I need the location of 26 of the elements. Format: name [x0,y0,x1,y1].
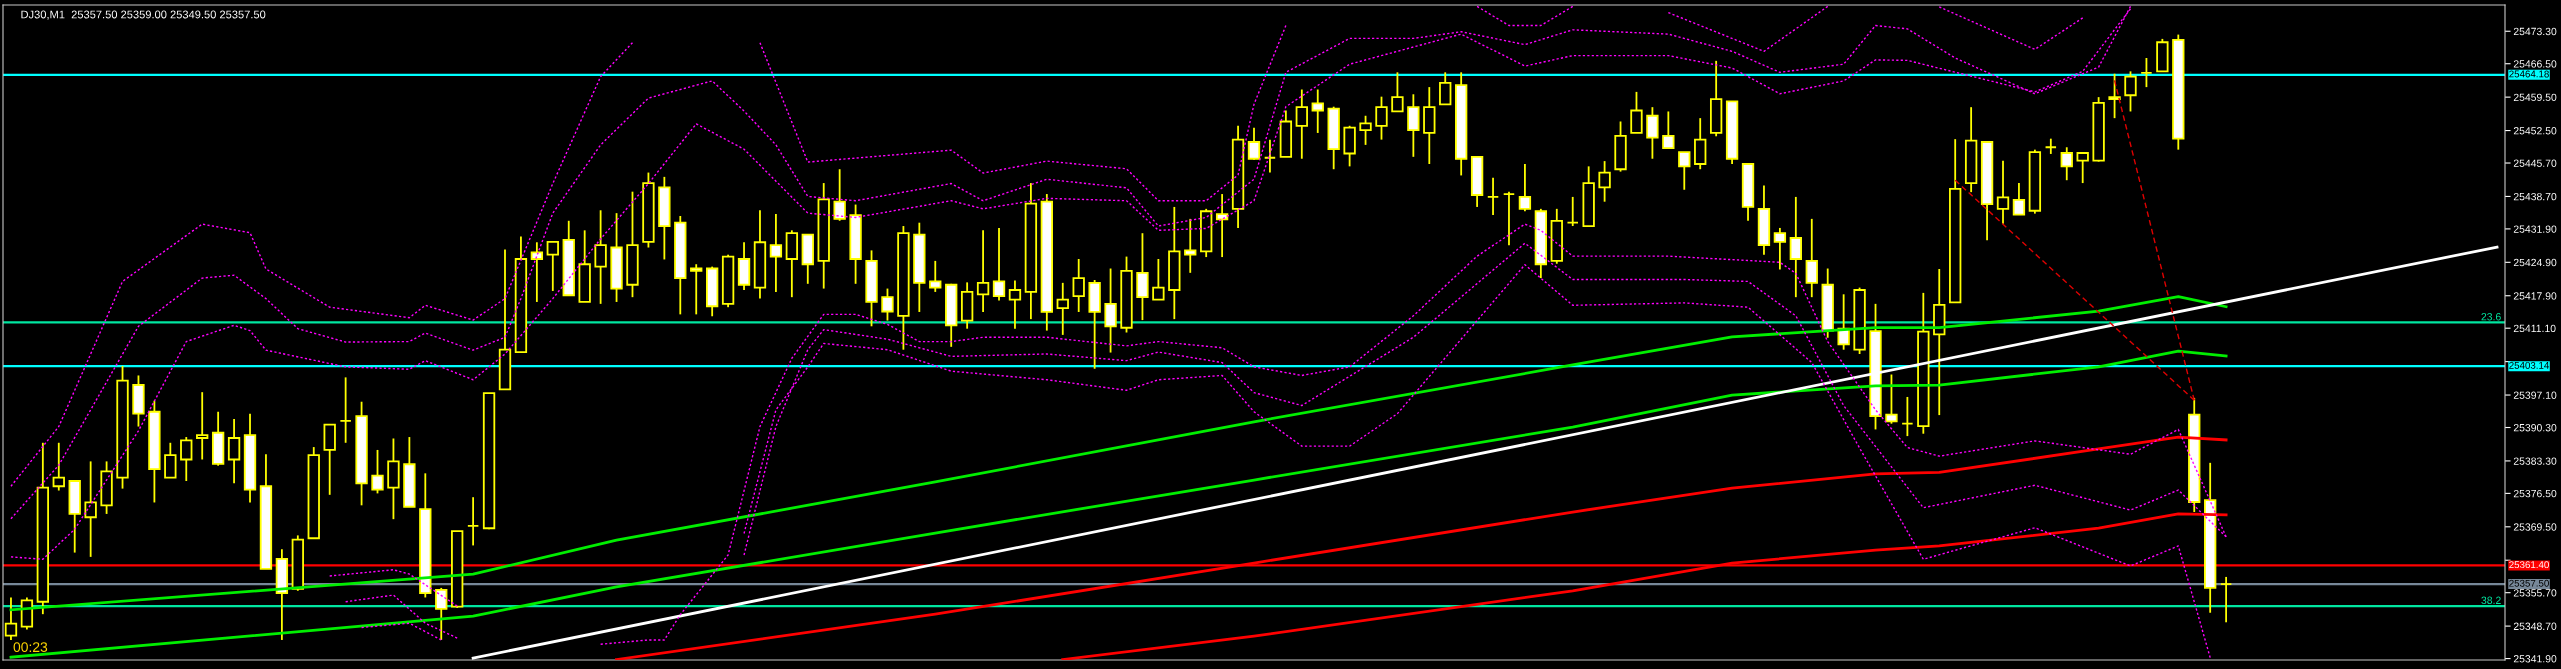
y-tick-label: 25424.90 [2513,258,2557,267]
y-tick-label: 25369.50 [2513,523,2557,531]
ref-line-label: 25464.18 [2509,70,2549,78]
ref-line-label: 25357.50 [2509,579,2549,587]
annotation: 38.2 [2481,596,2501,604]
y-tick-label: 25445.70 [2513,159,2557,167]
annotation: 00:23 [13,642,48,653]
y-tick-label: 25383.30 [2513,457,2557,465]
y-tick-label: 25397.10 [2513,391,2557,399]
y-tick-label: 25452.50 [2513,127,2557,135]
y-tick-label: 25431.90 [2513,225,2557,233]
y-tick-label: 25473.30 [2513,27,2557,36]
annotation: 23.6 [2481,313,2501,321]
y-tick-label: 25376.50 [2513,489,2557,498]
y-tick-label: 25459.50 [2513,93,2557,102]
chart-title: DJ30,M1 25357.50 25359.00 25349.50 25357.50 [21,10,266,20]
y-tick-label: 25341.90 [2513,655,2557,663]
ref-line-label: 25361.40 [2509,561,2549,569]
y-tick-label: 25438.70 [2513,192,2557,201]
y-tick-label: 25355.70 [2513,589,2557,597]
y-tick-label: 25348.70 [2513,622,2557,630]
y-tick-label: 25411.10 [2513,324,2556,333]
y-tick-label: 25417.90 [2513,292,2557,300]
y-tick-label: 25390.30 [2513,424,2557,432]
y-tick-label: 25466.50 [2513,60,2557,68]
ref-line-label: 25403.14 [2509,361,2550,369]
